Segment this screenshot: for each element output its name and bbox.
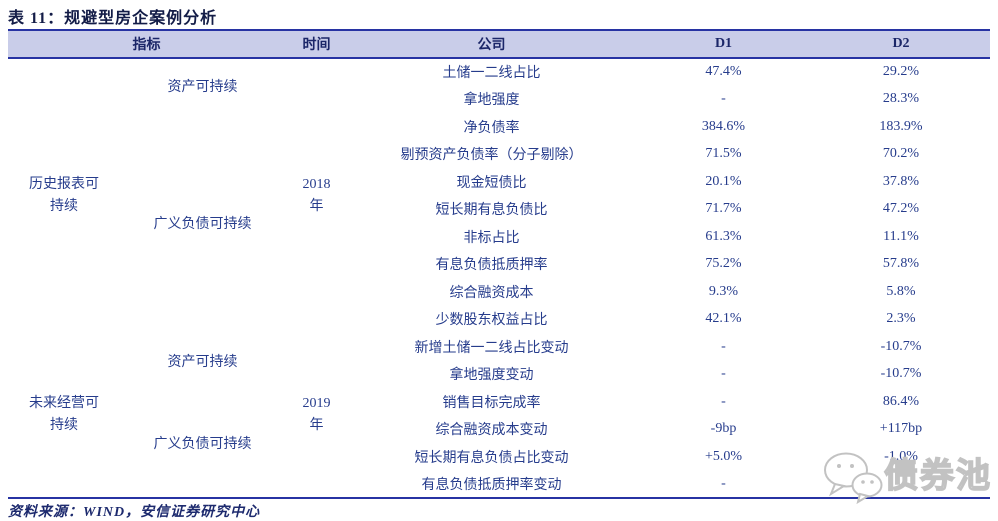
table-row: 历史报表可持续 资产可持续 2018年 土储一二线占比 47.4% 29.2% <box>8 58 990 214</box>
table-row: 拿地强度 - 28.3% <box>8 86 990 114</box>
d1-value-cell: - <box>721 366 726 382</box>
d2-value-cell: -10.7% <box>880 366 922 382</box>
company-cell: 土储一二线占比 <box>442 66 541 82</box>
d1-value-cell: 75.2% <box>705 256 742 272</box>
d1-value-cell: 20.1% <box>705 173 742 189</box>
d1-value-cell: 42.1% <box>705 311 742 327</box>
time-cell: 2018年 <box>285 58 348 333</box>
d2-value-cell: 86.4% <box>882 393 920 409</box>
indicator-group-cell: 历史报表可持续 <box>8 58 120 333</box>
table-row: 广义负债可持续 净负债率 384.6% 183.9% <box>8 113 990 232</box>
company-cell: 短长期有息负债比 <box>435 203 548 219</box>
table-row: 综合融资成本 9.3% 5.8% <box>8 278 990 306</box>
d1-value-cell: - <box>721 338 726 354</box>
d1-value-cell: 47.4% <box>705 64 742 80</box>
d1-value-cell: 9.3% <box>708 283 739 299</box>
company-cell: 拿地强度 <box>463 93 520 109</box>
table-header: 指标 时间 公司 D1 D2 <box>8 29 990 59</box>
d2-value-cell: 5.8% <box>886 283 916 299</box>
table-row: 短长期有息负债比 71.7% 47.2% <box>8 196 990 224</box>
table-row: 少数股东权益占比 42.1% 2.3% <box>8 306 990 334</box>
d2-value-cell: 11.1% <box>883 228 919 244</box>
d1-value-cell: 61.3% <box>705 228 742 244</box>
table-body: 历史报表可持续 资产可持续 2018年 土储一二线占比 47.4% 29.2% 拿地强度 -2… <box>8 58 990 498</box>
d1-value-cell: -9bp <box>710 421 737 437</box>
col-header-company: 公司 <box>348 29 635 59</box>
company-cell: 新增土储一二线占比变动 <box>414 340 569 356</box>
col-header-d1: D1 <box>635 29 812 59</box>
table-row: 现金短债比 20.1% 37.8% <box>8 168 990 196</box>
d2-value-cell: 183.9% <box>879 118 923 134</box>
analysis-table: 指标 时间 公司 D1 D2 历史报表可持续 资产可持续 2018年 土储一二线占比 4… <box>8 29 990 499</box>
d2-value-cell: -10.7% <box>880 338 922 354</box>
source-note: 资料来源：WIND，安信证券研究中心 <box>8 505 261 520</box>
d2-value-cell: 70.2% <box>882 146 920 162</box>
company-cell: 少数股东权益占比 <box>435 313 548 329</box>
table-row: 拿地强度变动 - -10.7% <box>8 361 990 389</box>
table-row: 非标占比 61.3% 11.1% <box>8 223 990 251</box>
d1-value-cell: 71.5% <box>705 146 742 162</box>
d2-value-cell: 47.2% <box>882 201 920 217</box>
d1-value-cell: +5.0% <box>704 448 743 464</box>
table-row: 未来经营可持续 资产可持续 2019年 新增土储一二线占比变动 - -10.7% <box>8 333 990 433</box>
d1-value-cell: - <box>721 393 726 409</box>
d1-value-cell: - <box>721 91 726 107</box>
company-cell: 非标占比 <box>463 230 520 246</box>
time-cell: 2019年 <box>285 333 348 498</box>
col-header-time: 时间 <box>285 29 348 59</box>
d2-value-cell: 28.3% <box>882 91 920 107</box>
table-row: 综合融资成本变动 -9bp +117bp <box>8 416 990 444</box>
table-row: 短长期有息负债占比变动 +5.0% -1.0% <box>8 443 990 471</box>
company-cell: 短长期有息负债占比变动 <box>414 450 569 466</box>
d1-value-cell: - <box>721 475 726 491</box>
table-title: 表 11：规避型房企案例分析 <box>8 10 218 27</box>
indicator-subgroup-cell: 广义负债可持续 <box>153 217 252 232</box>
indicator-subgroup-cell: 资产可持续 <box>167 80 238 95</box>
header-row: 指标 时间 公司 D1 D2 <box>8 29 990 59</box>
d1-value-cell: 71.7% <box>705 201 742 217</box>
time-label: 2019年 <box>302 395 331 433</box>
time-label: 2018年 <box>302 176 331 214</box>
d1-value-cell: 384.6% <box>701 118 746 134</box>
indicator-group-cell: 未来经营可持续 <box>8 333 120 498</box>
company-cell: 销售目标完成率 <box>442 395 541 411</box>
d2-value-cell <box>812 471 990 499</box>
d2-value-cell: 29.2% <box>882 64 920 80</box>
indicator-group-label: 未来经营可持续 <box>29 395 99 433</box>
table-row: 广义负债可持续 销售目标完成率 - 86.4% <box>8 388 990 452</box>
company-cell: 综合融资成本变动 <box>435 423 548 439</box>
col-header-d2: D2 <box>812 29 990 59</box>
company-cell: 有息负债抵质押率变动 <box>421 477 562 493</box>
table-row: 剔预资产负债率（分子剔除） 71.5% 70.2% <box>8 141 990 169</box>
indicator-subgroup-cell: 资产可持续 <box>167 354 238 370</box>
company-cell: 有息负债抵质押率 <box>435 258 548 274</box>
company-cell: 剔预资产负债率（分子剔除） <box>400 148 583 164</box>
d2-value-cell: -1.0% <box>884 448 918 464</box>
company-cell: 拿地强度变动 <box>449 368 534 384</box>
indicator-group-label: 历史报表可持续 <box>29 176 99 214</box>
d2-value-cell: 2.3% <box>886 311 916 327</box>
d2-value-cell: 57.8% <box>882 256 920 272</box>
company-cell: 综合融资成本 <box>449 285 534 301</box>
indicator-subgroup-cell: 广义负债可持续 <box>153 436 252 452</box>
table-row: 有息负债抵质押率变动 - <box>8 471 990 499</box>
col-header-indicator: 指标 <box>8 29 285 59</box>
company-cell: 净负债率 <box>463 120 520 136</box>
company-cell: 现金短债比 <box>456 175 527 191</box>
d2-value-cell: +117bp <box>879 421 923 437</box>
d2-value-cell: 37.8% <box>882 173 920 189</box>
table-row: 有息负债抵质押率 75.2% 57.8% <box>8 251 990 279</box>
